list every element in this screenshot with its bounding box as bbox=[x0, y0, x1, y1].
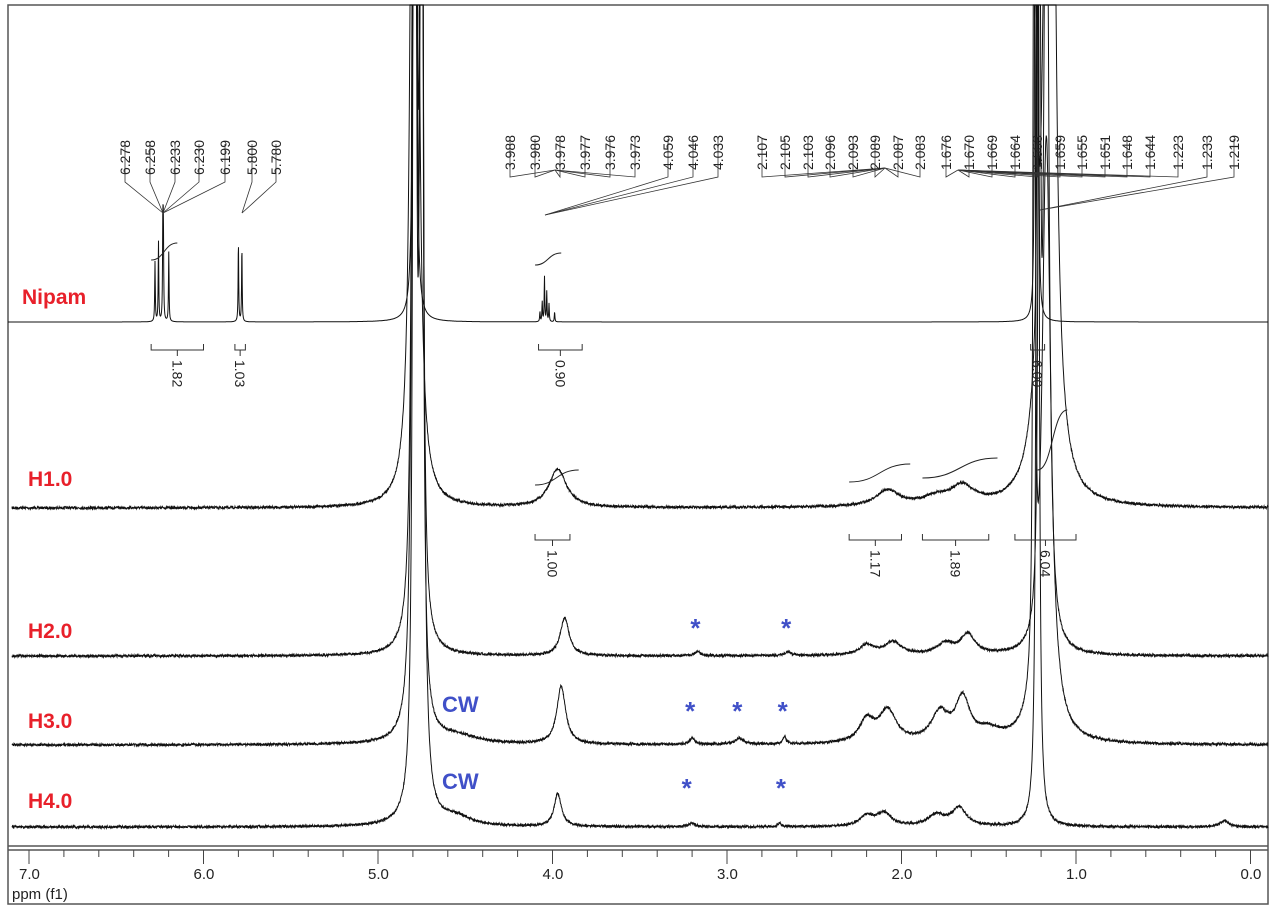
peak-label-leader bbox=[957, 139, 1179, 178]
peak-label-leader bbox=[957, 139, 1016, 178]
peak-label-leader bbox=[554, 139, 611, 178]
peak-label-leader bbox=[544, 139, 694, 216]
spectrum-h3-0 bbox=[11, 4, 1269, 748]
peak-label-leader bbox=[554, 139, 636, 178]
integral-value: 6.04 bbox=[1037, 550, 1053, 577]
peak-label-leader bbox=[241, 144, 253, 214]
peak-label-leader bbox=[957, 139, 993, 178]
peak-label-leader bbox=[554, 139, 561, 179]
integral-curve bbox=[1037, 409, 1068, 471]
integral-value: 1.03 bbox=[232, 360, 248, 387]
x-tick-label: 1.0 bbox=[1066, 866, 1087, 883]
impurity-asterisk: * bbox=[781, 613, 792, 643]
impurity-asterisk: * bbox=[778, 696, 789, 726]
peak-label-leader bbox=[509, 139, 556, 178]
peak-label-leader bbox=[1039, 139, 1208, 211]
spectrum-nipam bbox=[8, 4, 1268, 323]
integral-value: 1.17 bbox=[867, 550, 883, 577]
peak-label-leader bbox=[1039, 139, 1235, 211]
integral-curve bbox=[922, 457, 998, 479]
spectrum-h4-0 bbox=[11, 4, 1269, 831]
x-tick-label: 7.0 bbox=[19, 866, 40, 883]
integral-value: 0.90 bbox=[552, 360, 568, 387]
peak-label-leader bbox=[957, 139, 1061, 178]
peak-label-leader bbox=[761, 139, 886, 178]
x-tick-label: 3.0 bbox=[717, 866, 738, 883]
peak-label-leader bbox=[829, 139, 886, 178]
trace-label-h1: H1.0 bbox=[28, 468, 72, 491]
cw-label-h3: CW bbox=[442, 692, 479, 717]
trace-label-nipam: Nipam bbox=[22, 286, 86, 309]
peak-label-leader bbox=[807, 139, 886, 178]
impurity-asterisk: * bbox=[685, 696, 696, 726]
peak-label-leader bbox=[945, 139, 959, 178]
integral-value: 1.89 bbox=[948, 550, 964, 577]
trace-label-h2: H2.0 bbox=[28, 620, 72, 643]
integral-curve bbox=[535, 469, 579, 486]
peak-label-leader bbox=[852, 139, 886, 178]
peak-label-leader bbox=[162, 144, 176, 214]
trace-label-h3: H3.0 bbox=[28, 710, 72, 733]
x-tick-label: 5.0 bbox=[368, 866, 389, 883]
impurity-asterisk: * bbox=[690, 613, 701, 643]
spectrum-h1-0 bbox=[11, 4, 1269, 511]
integral-value: 1.00 bbox=[545, 550, 561, 577]
peak-label-leader bbox=[884, 139, 899, 178]
peak-label-leader bbox=[957, 139, 970, 178]
peak-label-leader bbox=[162, 144, 200, 214]
x-tick-label: 6.0 bbox=[194, 866, 215, 883]
x-tick-label: 4.0 bbox=[543, 866, 564, 883]
peak-label-leader bbox=[884, 139, 921, 178]
integral-curve bbox=[849, 463, 911, 483]
integral-value: 6.00 bbox=[1030, 360, 1046, 387]
peak-label-leader bbox=[241, 144, 277, 214]
plot-frame bbox=[7, 4, 1269, 905]
peak-label-leader bbox=[544, 139, 669, 216]
peak-label-leader bbox=[784, 139, 886, 178]
peak-label-leader bbox=[162, 144, 226, 214]
peak-label-leader bbox=[149, 144, 164, 214]
integral-curve bbox=[535, 252, 562, 266]
trace-label-h4: H4.0 bbox=[28, 790, 72, 813]
impurity-asterisk: * bbox=[682, 773, 693, 803]
peak-label-leader bbox=[544, 139, 719, 216]
impurity-asterisk: * bbox=[776, 773, 787, 803]
integral-curve bbox=[151, 242, 178, 261]
x-tick-label: 2.0 bbox=[892, 866, 913, 883]
x-tick-label: 0.0 bbox=[1241, 866, 1262, 883]
peak-label-leader bbox=[534, 139, 556, 178]
cw-label-h4: CW bbox=[442, 769, 479, 794]
peak-label-leader bbox=[554, 139, 586, 178]
peak-label-leader bbox=[124, 144, 164, 214]
peak-label-leader bbox=[874, 139, 886, 178]
x-axis-label: ppm (f1) bbox=[12, 886, 68, 903]
peak-label-leader bbox=[957, 139, 1038, 178]
integral-value: 1.82 bbox=[169, 360, 185, 387]
spectrum-h2-0 bbox=[11, 4, 1269, 660]
impurity-asterisk: * bbox=[732, 696, 743, 726]
